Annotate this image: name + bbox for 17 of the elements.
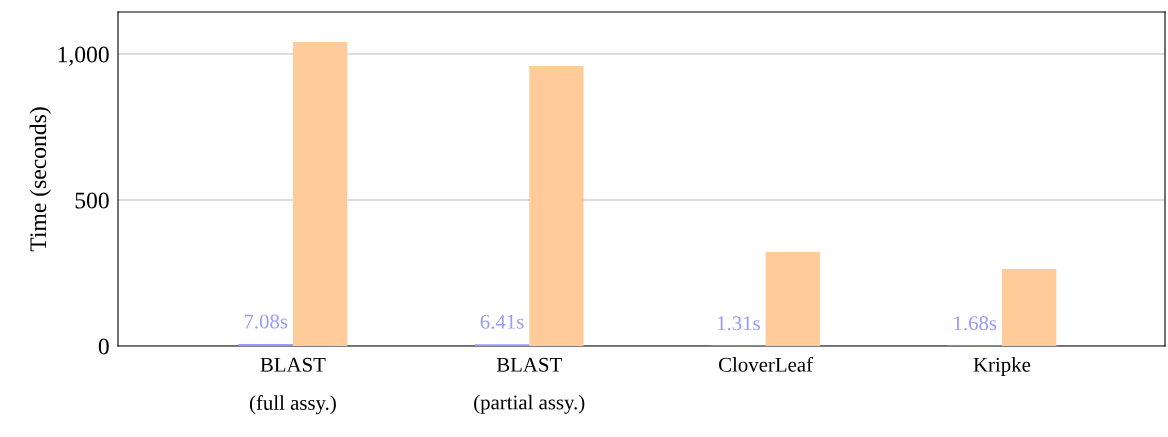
- x-tick-label: BLAST (full assy.): [249, 357, 336, 415]
- data-label: 1.31s: [717, 316, 760, 331]
- data-label: 1.68s: [954, 316, 997, 331]
- y-tick-label: 500: [75, 192, 109, 209]
- bar: [292, 42, 348, 346]
- bar: [529, 66, 584, 346]
- y-tick-label: 1,000: [58, 46, 109, 66]
- y-axis-title: Time (seconds): [29, 107, 51, 252]
- x-tick-label: CloverLeaf: [719, 356, 814, 372]
- x-tick-label: BLAST (partial assy.): [474, 357, 585, 414]
- data-label: 6.41s: [480, 314, 524, 329]
- bar: [238, 343, 293, 346]
- x-tick-label: Kripke: [973, 357, 1031, 376]
- bar: [765, 251, 820, 346]
- y-tick-label: 0: [98, 338, 109, 355]
- bar: [1001, 268, 1057, 346]
- data-label: 7.08s: [244, 314, 288, 329]
